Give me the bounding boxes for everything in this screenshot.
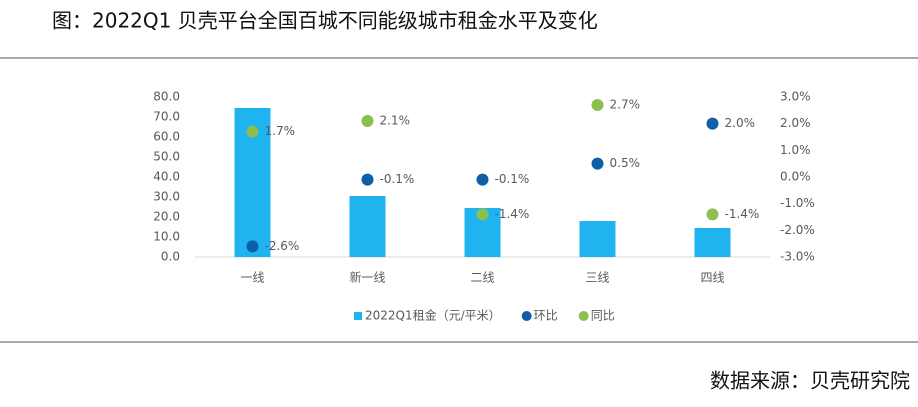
y-tick-label: 60.0 (153, 130, 180, 144)
point (706, 117, 719, 130)
y2-tick-label: -2.0% (780, 223, 815, 237)
bar (694, 228, 731, 257)
data-label: 2.1% (380, 114, 411, 128)
legend-label: 同比 (591, 309, 615, 323)
legend-swatch (521, 311, 532, 321)
y2-tick-label: 0.0% (780, 170, 811, 184)
point (361, 115, 374, 127)
data-label: -2.6% (265, 239, 300, 253)
y-tick-label: 10.0 (153, 230, 180, 244)
point (476, 208, 489, 221)
data-label: -0.1% (495, 172, 530, 186)
point (246, 125, 259, 138)
x-tick-label: 三线 (585, 271, 609, 285)
legend-label: 2022Q1租金（元/平米） (365, 308, 501, 323)
data-label: 2.0% (725, 116, 756, 130)
y-tick-label: 70.0 (153, 110, 180, 124)
legend-label: 环比 (534, 309, 558, 323)
chart-title: 图：2022Q1 贝壳平台全国百城不同能级城市租金水平及变化 (52, 9, 598, 33)
point (591, 99, 604, 111)
point (246, 240, 259, 253)
data-label: 2.7% (610, 98, 641, 112)
data-label: -1.4% (495, 207, 530, 221)
x-tick-label: 新一线 (349, 270, 385, 285)
y-tick-label: 20.0 (153, 210, 180, 224)
legend-swatch (354, 312, 362, 320)
source: 数据来源：贝壳研究院 (710, 369, 910, 393)
point (706, 208, 719, 221)
data-label: 1.7% (265, 124, 296, 138)
point (361, 173, 374, 186)
point (476, 173, 489, 186)
legend-swatch (578, 311, 589, 321)
x-tick-label: 一线 (240, 271, 264, 285)
y-tick-label: 0.0 (161, 250, 180, 264)
x-tick-label: 四线 (700, 271, 724, 285)
data-label: 0.5% (610, 156, 641, 170)
y-tick-label: 30.0 (153, 190, 180, 204)
point (591, 157, 604, 170)
y2-tick-label: 2.0% (780, 116, 811, 130)
x-tick-label: 二线 (470, 271, 494, 285)
bar (349, 196, 386, 257)
y-tick-label: 40.0 (153, 170, 180, 184)
data-label: -1.4% (725, 207, 760, 221)
y2-tick-label: -1.0% (780, 196, 815, 210)
y-tick-label: 50.0 (153, 150, 180, 164)
y2-tick-label: 1.0% (780, 143, 811, 157)
y-tick-label: 80.0 (153, 90, 180, 104)
data-label: -0.1% (380, 172, 415, 186)
y2-tick-label: -3.0% (780, 250, 815, 264)
bar (579, 221, 616, 257)
y2-tick-label: 3.0% (780, 90, 811, 104)
